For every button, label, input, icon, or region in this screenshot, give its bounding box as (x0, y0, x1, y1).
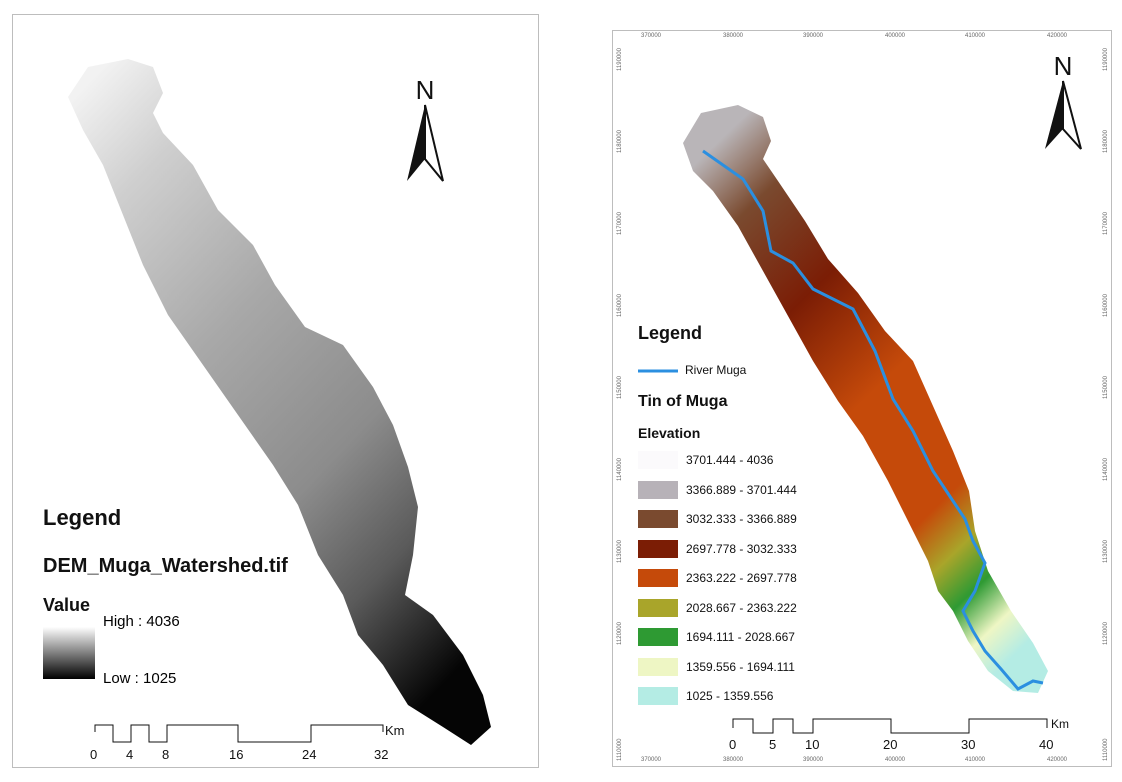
class-swatch (638, 480, 678, 499)
tin-map-panel: 370000 380000 390000 400000 410000 42000… (612, 30, 1112, 767)
svg-text:1140000: 1140000 (1103, 457, 1109, 481)
x-tick-top: 420000 (1047, 33, 1068, 39)
svg-text:1170000: 1170000 (1103, 211, 1109, 235)
scale-label: 40 (1039, 737, 1054, 752)
x-tick-bottom: 370000 (641, 757, 662, 763)
scale-unit: Km (1051, 717, 1069, 731)
scale-label: 30 (961, 737, 976, 752)
tin-map-canvas: 1190000 1180000 1170000 1160000 1150000 … (617, 47, 1109, 761)
x-tick-top: 400000 (885, 33, 906, 39)
svg-text:1170000: 1170000 (617, 211, 623, 235)
x-tick-bottom: 400000 (885, 757, 906, 763)
svg-text:1190000: 1190000 (1103, 47, 1109, 71)
dem-map-panel: N Legend DEM_Muga_Watershed.tif Value Hi… (12, 14, 539, 768)
svg-text:1160000: 1160000 (1103, 293, 1109, 317)
river-legend-label: River Muga (685, 363, 747, 377)
x-tick-bottom: 410000 (965, 757, 986, 763)
x-tick-bottom: 380000 (723, 757, 744, 763)
watershed-dem-shape (68, 59, 491, 745)
dem-map-canvas (43, 59, 491, 745)
class-label: 1694.111 - 2028.667 (686, 630, 795, 644)
svg-text:1130000: 1130000 (617, 539, 623, 563)
y-ticks: 1190000 1180000 1170000 1160000 1150000 … (617, 47, 1109, 761)
x-tick-top: 410000 (965, 33, 986, 39)
svg-text:1190000: 1190000 (617, 47, 623, 71)
scale-label: 16 (229, 747, 244, 762)
svg-text:1150000: 1150000 (1103, 375, 1109, 399)
scale-label: 5 (769, 737, 777, 752)
class-label: 3701.444 - 4036 (686, 453, 774, 467)
svg-text:1140000: 1140000 (617, 457, 623, 481)
class-label: 3366.889 - 3701.444 (686, 482, 797, 497)
scale-label: 0 (729, 737, 737, 752)
class-swatch (638, 569, 678, 587)
low-label: Low : 1025 (103, 670, 177, 687)
scale-label: 24 (302, 747, 317, 762)
north-letter: N (1053, 51, 1073, 81)
scale-label: 10 (805, 737, 820, 752)
scale-label: 8 (162, 747, 170, 762)
svg-text:1160000: 1160000 (617, 293, 623, 317)
legend-title: Legend (43, 505, 122, 530)
svg-text:1110000: 1110000 (617, 738, 623, 761)
tin-layer-title: Tin of Muga (638, 393, 728, 410)
value-ramp (43, 627, 95, 679)
x-tick-top: 390000 (803, 33, 824, 39)
svg-text:1180000: 1180000 (1103, 129, 1109, 153)
svg-text:1150000: 1150000 (617, 375, 623, 399)
class-label: 2697.778 - 3032.333 (686, 541, 797, 556)
class-label: 2028.667 - 2363.222 (686, 600, 797, 615)
elevation-label: Elevation (638, 425, 701, 441)
scale-unit: Km (385, 723, 405, 738)
svg-text:1180000: 1180000 (617, 129, 623, 153)
x-tick-top: 380000 (723, 33, 744, 39)
scale-label: 20 (883, 737, 898, 752)
svg-text:1120000: 1120000 (1103, 621, 1109, 645)
class-swatch (638, 539, 678, 558)
tin-scalebar (732, 718, 1048, 734)
svg-text:1120000: 1120000 (617, 621, 623, 645)
class-label: 1359.556 - 1694.111 (686, 659, 795, 674)
class-swatch (638, 657, 678, 676)
class-label: 1025 - 1359.556 (686, 689, 774, 703)
north-letter: N (415, 75, 435, 105)
x-tick-bottom: 420000 (1047, 757, 1068, 763)
tin-north-arrow: N (1043, 53, 1083, 156)
dem-north-arrow: N (405, 77, 445, 188)
svg-text:1110000: 1110000 (1103, 738, 1109, 761)
svg-text:1130000: 1130000 (1103, 539, 1109, 563)
scale-label: 32 (374, 747, 389, 762)
x-tick-bottom: 390000 (803, 757, 824, 763)
north-arrow-icon (1045, 80, 1082, 150)
river-muga-line (702, 149, 1044, 691)
dem-layer-name: DEM_Muga_Watershed.tif (43, 555, 288, 577)
class-swatch (638, 687, 678, 705)
class-label: 2363.222 - 2697.778 (686, 571, 797, 585)
class-swatch (638, 598, 678, 617)
high-label: High : 4036 (103, 613, 180, 630)
dem-legend: Legend (43, 505, 121, 531)
x-tick-top: 370000 (641, 33, 662, 39)
scale-label: 4 (126, 747, 134, 762)
value-label: Value (43, 595, 91, 615)
class-swatch (638, 628, 678, 646)
scale-label: 0 (90, 747, 98, 762)
class-swatch (638, 510, 678, 528)
tin-legend-title: Legend (638, 323, 703, 343)
dem-scalebar (94, 724, 384, 743)
north-arrow-icon (407, 104, 444, 182)
class-label: 3032.333 - 3366.889 (686, 512, 797, 526)
class-swatch (638, 451, 678, 469)
